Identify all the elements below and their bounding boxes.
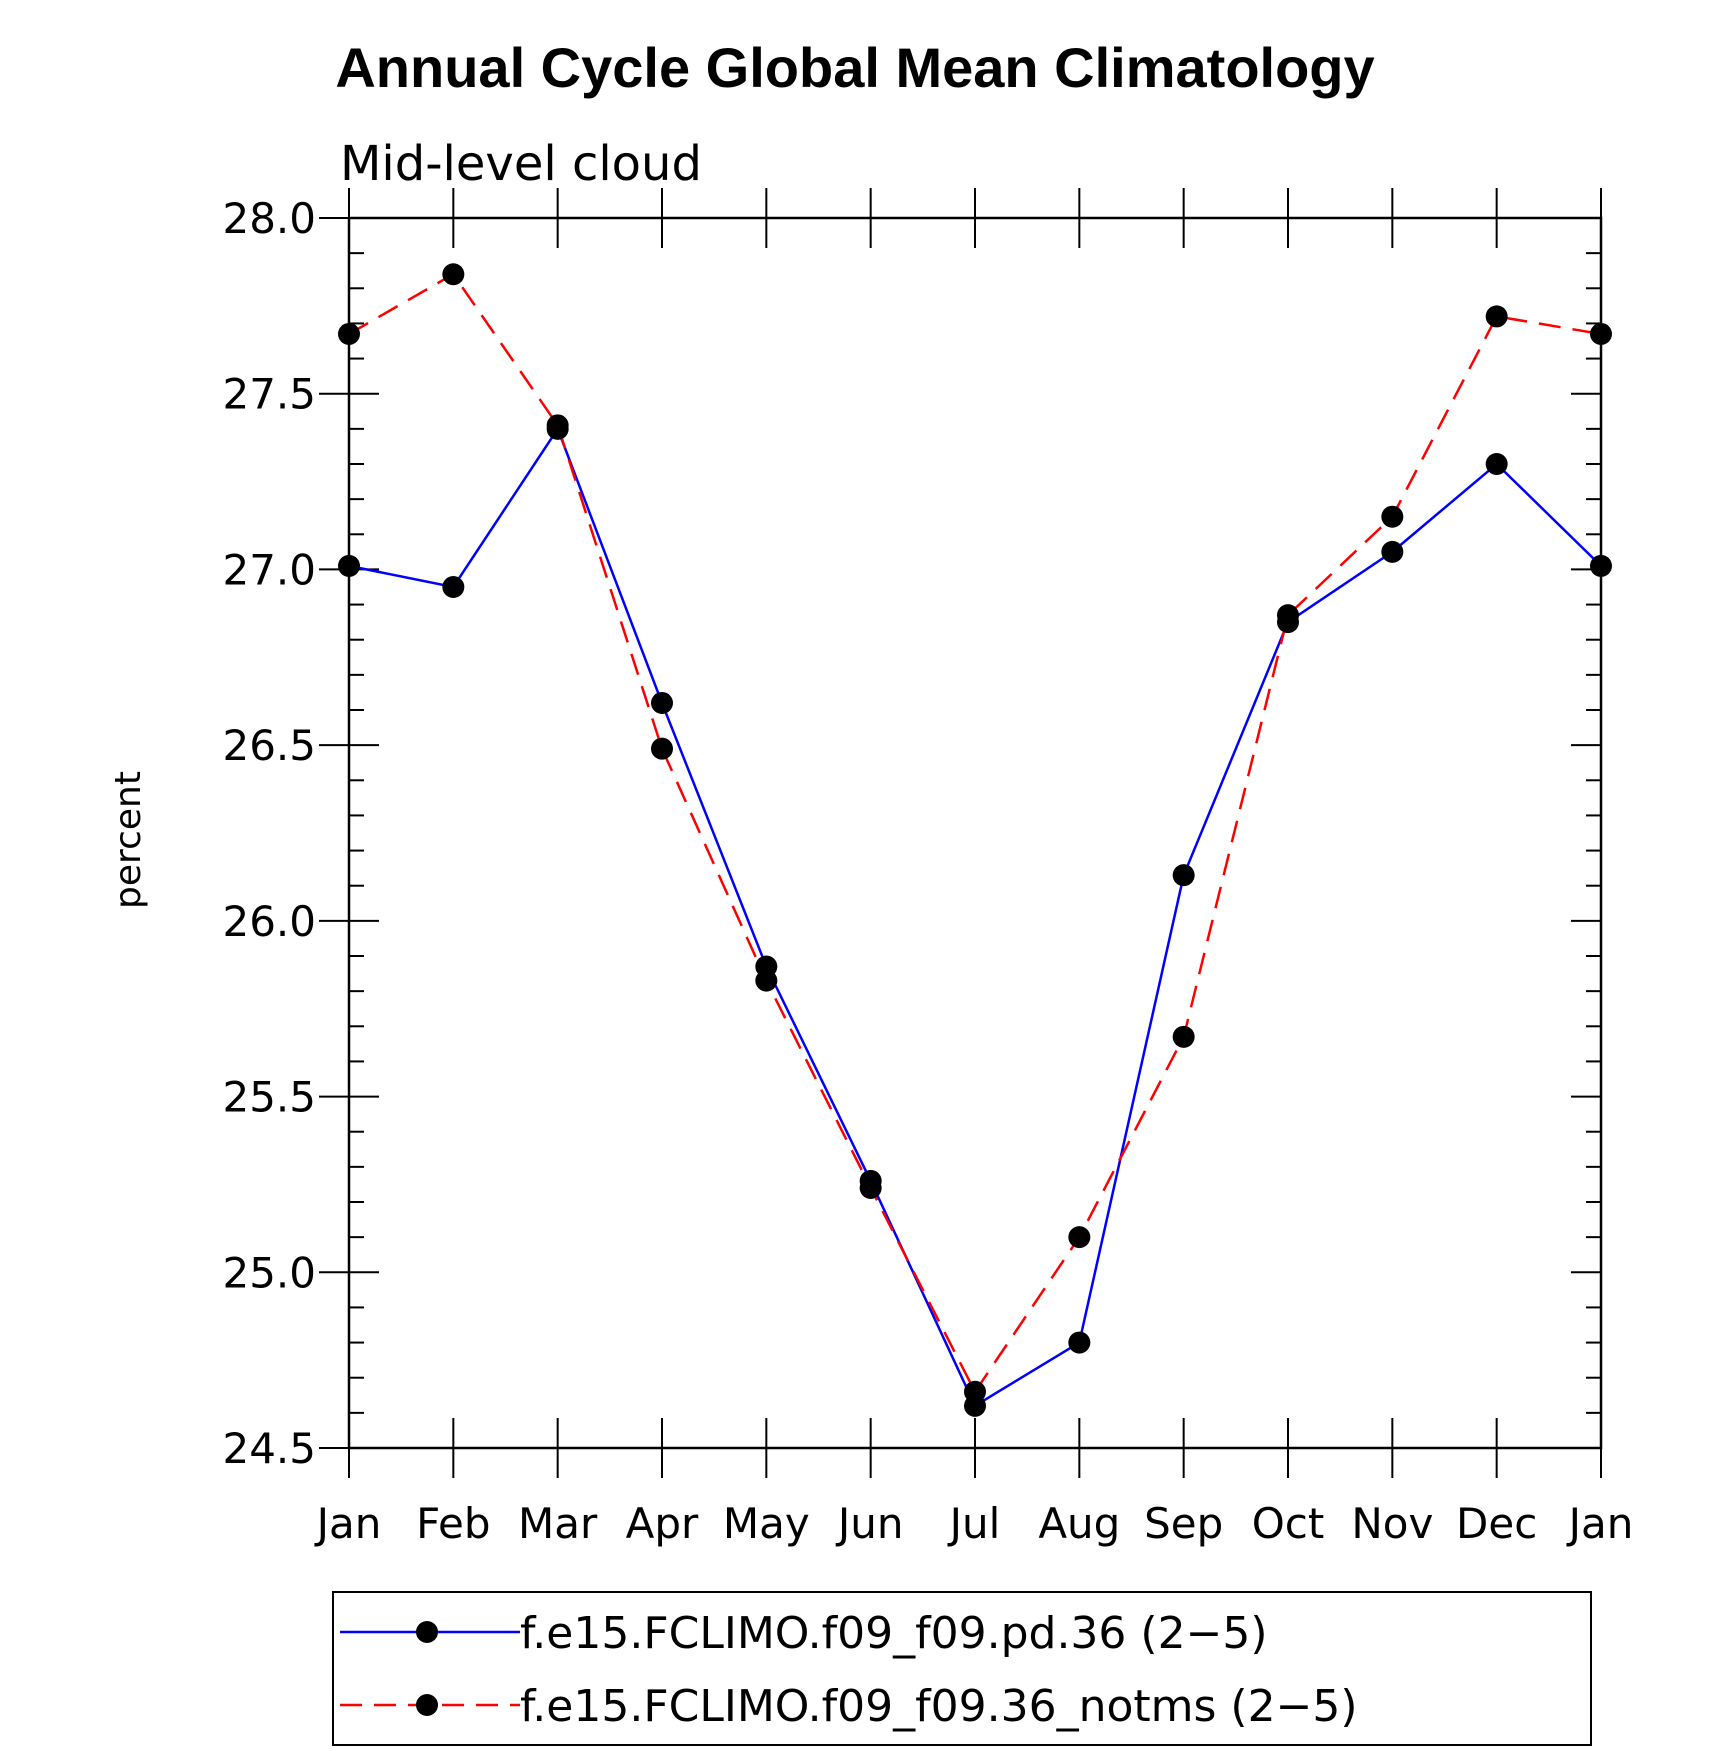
legend-entry-2: f.e15.FCLIMO.f09_f09.36_notms (2−5) [340,1681,1358,1732]
x-tick-label: Feb [416,1499,490,1548]
y-tick-label: 24.5 [222,1424,316,1473]
y-axis-label: percent [108,771,149,909]
series-2-point [1485,305,1508,328]
y-tick-label: 25.5 [222,1073,316,1122]
series-2-point [1277,604,1299,627]
legend-marker-1 [416,1621,438,1643]
x-tick-label: Oct [1252,1499,1325,1548]
x-tick-label: Apr [626,1499,699,1548]
x-tick-label: Jan [1566,1499,1634,1548]
series-2-point [859,1176,882,1199]
legend-label-2: f.e15.FCLIMO.f09_f09.36_notms (2−5) [520,1681,1358,1732]
x-tick-label: Dec [1456,1499,1537,1548]
y-tick-label: 27.5 [222,370,316,419]
x-tick-label: Aug [1038,1499,1120,1548]
series-line-1 [348,426,1602,1408]
chart-title: Annual Cycle Global Mean Climatology [335,36,1374,99]
chart-subtitle: Mid-level cloud [340,136,702,192]
series-2-point [546,414,569,437]
series-2-point [1381,505,1404,528]
axes: 24.5 25.0 25.5 26.0 26.5 27.0 27.5 28.0 Jan Feb Ma… [222,188,1633,1548]
y-tick-label: 26.0 [222,897,316,946]
series-1-point [442,576,465,598]
legend-box [332,1591,1592,1746]
series-1-point [1590,554,1612,577]
x-tick-label: Mar [518,1499,598,1548]
x-tick-label: Jan [314,1499,382,1548]
series-2-point [338,322,360,345]
series-1-point [651,691,673,714]
legend-marker-2 [416,1694,438,1716]
y-tick-label: 26.5 [222,721,316,770]
x-tick-label: Jun [835,1499,904,1548]
plot-frame [347,216,1603,1450]
series-layer [338,263,1612,1417]
series-1-point [1485,453,1508,475]
y-tick-label: 27.0 [222,545,316,594]
legend-entry-1: f.e15.FCLIMO.f09_f09.pd.36 (2−5) [340,1608,1268,1659]
y-tick-label: 28.0 [222,194,316,243]
series-2-point [1590,322,1612,345]
series-2-point [755,969,778,992]
x-tick-label: May [723,1499,810,1548]
legend: f.e15.FCLIMO.f09_f09.pd.36 (2−5) f.e15.F… [332,1591,1592,1746]
x-tick-label: Nov [1351,1499,1433,1548]
series-1-point [1381,540,1404,563]
y-tick-label: 25.0 [222,1248,316,1297]
series-1-point [1172,864,1195,887]
series-1-point [338,554,360,577]
series-2-point [651,737,673,760]
legend-label-1: f.e15.FCLIMO.f09_f09.pd.36 (2−5) [520,1608,1268,1659]
series-1-point [1068,1331,1091,1354]
series-2-point [1068,1226,1091,1249]
x-tick-label: Sep [1144,1499,1223,1548]
series-2-point [442,263,465,286]
series-2-point [964,1380,986,1403]
x-tick-label: Jul [947,1499,1001,1548]
series-2-point [1172,1025,1195,1048]
series-line-2 [348,272,1602,1395]
